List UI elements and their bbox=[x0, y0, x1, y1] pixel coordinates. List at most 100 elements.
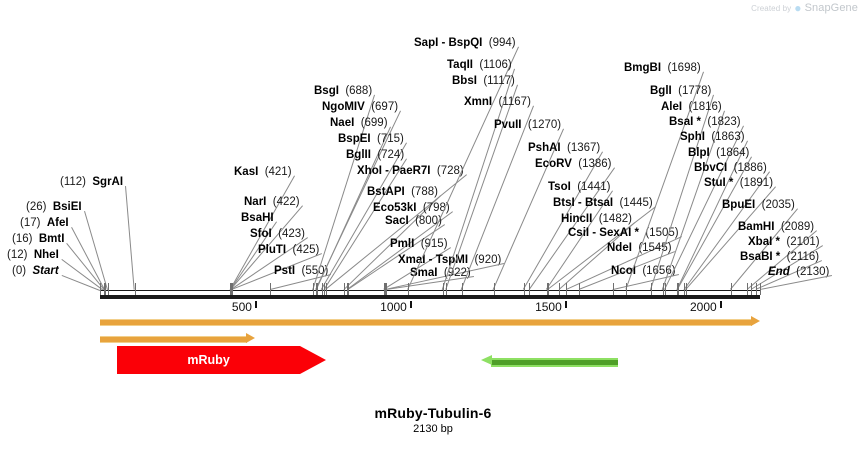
enzyme-name: PshAI bbox=[528, 142, 561, 154]
enzyme-name: SapI - BspQI bbox=[414, 37, 483, 49]
enzyme-position: (12) bbox=[7, 249, 28, 261]
axis-tick-label: 500 bbox=[231, 300, 252, 314]
restriction-site-tick bbox=[105, 283, 107, 295]
enzyme-label: PstI (550) bbox=[274, 265, 328, 277]
watermark-created-by-label: Created by bbox=[751, 3, 792, 13]
enzyme-label: TsoI (1441) bbox=[548, 181, 610, 193]
arrowhead-right-icon bbox=[300, 346, 327, 374]
enzyme-name: XhoI - PaeR7I bbox=[357, 165, 431, 177]
restriction-site-tick bbox=[315, 283, 317, 295]
enzyme-name: BsaBI * bbox=[740, 251, 781, 263]
restriction-site-tick bbox=[231, 283, 233, 295]
enzyme-name: StuI * bbox=[704, 177, 734, 189]
axis-tick-label: 2000 bbox=[690, 300, 717, 314]
restriction-site-tick bbox=[313, 283, 315, 295]
restriction-site-tick bbox=[324, 283, 326, 295]
enzyme-position: (2035) bbox=[761, 199, 795, 211]
enzyme-name: BglII bbox=[346, 149, 371, 161]
enzyme-label: (112) SgrAI bbox=[60, 176, 123, 188]
enzyme-label: SacI (800) bbox=[385, 215, 442, 227]
axis-tick-mark bbox=[719, 301, 722, 308]
enzyme-label: BglI (1778) bbox=[650, 85, 711, 97]
enzyme-name: KasI bbox=[234, 166, 259, 178]
enzyme-name: BstAPI bbox=[367, 186, 405, 198]
feature-bar bbox=[100, 336, 247, 343]
enzyme-label: (16) BmtI bbox=[12, 233, 64, 245]
restriction-site-tick bbox=[134, 283, 136, 295]
axis-tick-mark bbox=[564, 301, 567, 308]
enzyme-label: XbaI * (2101) bbox=[748, 236, 820, 248]
restriction-site-tick bbox=[755, 283, 757, 295]
axis-tick-label: 1000 bbox=[380, 300, 407, 314]
enzyme-name: BpuEI bbox=[722, 199, 756, 211]
enzyme-name: BamHI bbox=[738, 221, 775, 233]
enzyme-label: BglII (724) bbox=[346, 149, 404, 161]
restriction-site-tick bbox=[270, 283, 272, 295]
gene-feature-mRuby[interactable]: mRuby bbox=[117, 346, 327, 374]
enzyme-name: BsaI * bbox=[669, 116, 701, 128]
enzyme-name: Eco53kI bbox=[373, 202, 417, 214]
enzyme-name: SfoI bbox=[250, 228, 272, 240]
arrowhead-left-icon bbox=[480, 355, 492, 365]
enzyme-position: (0) bbox=[12, 265, 27, 277]
enzyme-label: SapI - BspQI (994) bbox=[414, 37, 516, 49]
enzyme-name: NaeI bbox=[330, 117, 355, 129]
enzyme-position: (1863) bbox=[711, 131, 745, 143]
enzyme-name: PluTI bbox=[258, 244, 287, 256]
snapgene-logo-icon: ● bbox=[794, 1, 802, 15]
enzyme-position: (728) bbox=[436, 165, 464, 177]
enzyme-name: BbsI bbox=[452, 75, 477, 87]
enzyme-name: TaqII bbox=[447, 59, 473, 71]
restriction-site-tick bbox=[103, 283, 105, 295]
restriction-site-tick bbox=[385, 283, 387, 295]
enzyme-label: BsaHI bbox=[241, 212, 274, 224]
enzyme-name: NheI bbox=[33, 249, 59, 261]
restriction-site-tick bbox=[321, 283, 323, 295]
enzyme-name: NdeI bbox=[607, 242, 632, 254]
enzyme-name: BsiEI bbox=[52, 201, 82, 213]
enzyme-name: PstI bbox=[274, 265, 296, 277]
enzyme-position: (2089) bbox=[780, 221, 815, 233]
restriction-site-tick bbox=[523, 283, 525, 295]
enzyme-position: (1167) bbox=[498, 96, 531, 108]
restriction-site-tick bbox=[685, 283, 687, 295]
restriction-site-tick bbox=[751, 283, 752, 295]
enzyme-position: (1441) bbox=[577, 181, 611, 193]
enzyme-label: BsaBI * (2116) bbox=[740, 251, 819, 263]
restriction-site-tick bbox=[347, 283, 349, 295]
enzyme-name: BmtI bbox=[38, 233, 65, 245]
enzyme-label: EcoRV (1386) bbox=[535, 158, 612, 170]
restriction-site-tick bbox=[684, 283, 686, 295]
gene-body: mRuby bbox=[117, 346, 301, 374]
feature-upstream-segment bbox=[100, 333, 255, 343]
enzyme-name: HincII bbox=[561, 213, 593, 225]
enzyme-position: (1367) bbox=[566, 142, 601, 154]
enzyme-label: XhoI - PaeR7I (728) bbox=[357, 165, 464, 177]
gene-label: mRuby bbox=[187, 353, 230, 367]
enzyme-position: (1386) bbox=[578, 158, 612, 170]
restriction-site-tick bbox=[325, 283, 327, 295]
enzyme-position: (425) bbox=[292, 244, 320, 256]
restriction-site-tick bbox=[383, 283, 385, 295]
enzyme-name: BbvCI bbox=[694, 162, 728, 174]
enzyme-label: CsiI - SexAI * (1505) bbox=[568, 227, 679, 239]
feature-bar bbox=[100, 319, 752, 326]
enzyme-label: SphI (1863) bbox=[680, 131, 745, 143]
enzyme-name: BglI bbox=[650, 85, 672, 97]
enzyme-position: (421) bbox=[264, 166, 292, 178]
restriction-site-tick bbox=[566, 283, 568, 295]
enzyme-label: XmnI (1167) bbox=[464, 96, 531, 108]
axis-tick-mark bbox=[254, 301, 257, 308]
enzyme-position: (1482) bbox=[598, 213, 632, 225]
enzyme-position: (724) bbox=[377, 149, 405, 161]
enzyme-name: PvuII bbox=[494, 119, 522, 131]
enzyme-position: (699) bbox=[360, 117, 388, 129]
enzyme-position: (697) bbox=[371, 101, 399, 113]
enzyme-position: (423) bbox=[278, 228, 305, 240]
restriction-site-tick bbox=[546, 283, 548, 295]
enzyme-position: (1117) bbox=[483, 75, 515, 87]
enzyme-position: (422) bbox=[272, 196, 300, 208]
enzyme-label: BpuEI (2035) bbox=[722, 199, 795, 211]
enzyme-label: BbsI (1117) bbox=[452, 75, 515, 87]
